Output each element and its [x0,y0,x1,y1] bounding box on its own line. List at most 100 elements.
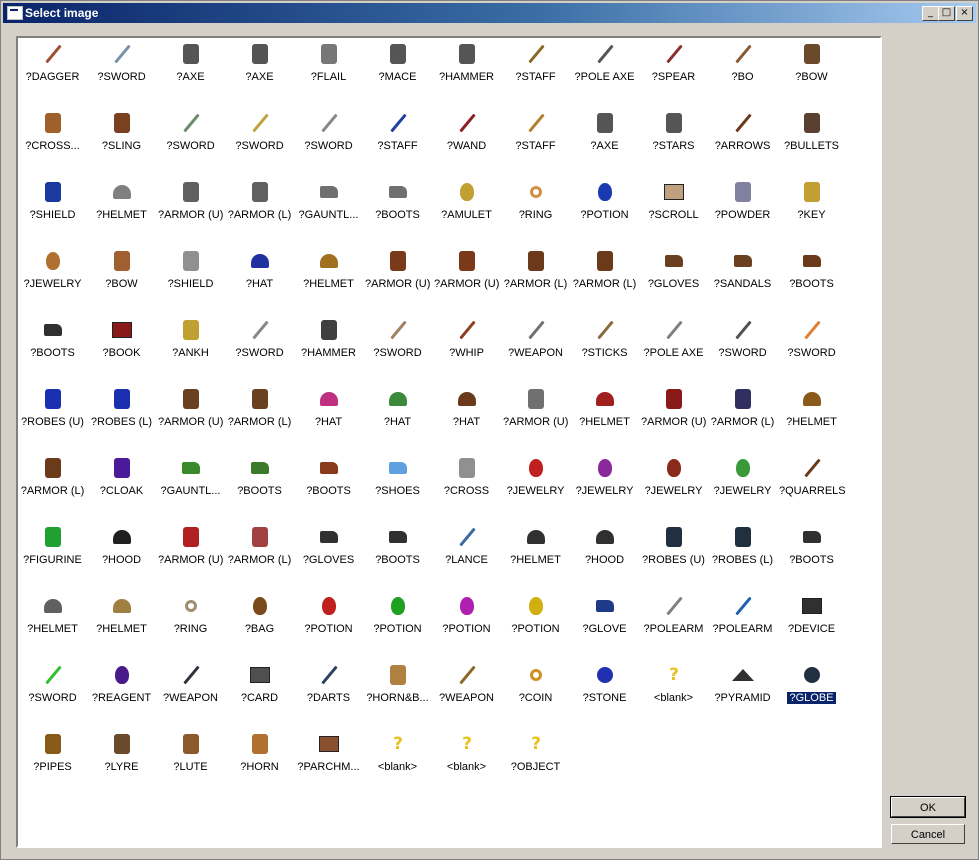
image-item[interactable]: ?BOOTS [363,521,432,590]
image-item[interactable]: ?BOOTS [777,245,846,314]
minimize-button[interactable]: _ [922,6,939,21]
image-item[interactable]: ?ANKH [156,314,225,383]
image-item[interactable]: ?HAT [225,245,294,314]
image-item[interactable]: ?SHOES [363,452,432,521]
image-item[interactable]: ?ARMOR (L) [708,383,777,452]
image-item[interactable]: ?CROSS [432,452,501,521]
image-item[interactable]: ?GLOBE [777,659,846,728]
image-item[interactable]: ?COIN [501,659,570,728]
image-item[interactable]: ?POTION [432,590,501,659]
title-bar[interactable]: Select image _ □ × [3,3,976,23]
image-item[interactable]: ?ARMOR (U) [501,383,570,452]
image-item[interactable]: ?SHIELD [156,245,225,314]
image-item[interactable]: ?CLOAK [87,452,156,521]
maximize-button[interactable]: □ [938,6,955,21]
image-item[interactable]: ?SANDALS [708,245,777,314]
image-item[interactable]: ?BULLETS [777,107,846,176]
image-item[interactable]: ?HAMMER [432,38,501,107]
image-item[interactable]: ?HELMET [18,590,87,659]
image-item[interactable]: ?HAT [363,383,432,452]
image-item[interactable]: ?HORN&B... [363,659,432,728]
image-item[interactable]: ?AMULET [432,176,501,245]
image-item[interactable]: ?ARMOR (U) [432,245,501,314]
image-item[interactable]: ?HELMET [777,383,846,452]
image-item[interactable]: ?POTION [294,590,363,659]
image-item[interactable]: ?QUARRELS [777,452,846,521]
image-item[interactable]: ?BOOTS [294,452,363,521]
image-item[interactable]: ?DARTS [294,659,363,728]
image-item[interactable]: ?JEWELRY [570,452,639,521]
image-item[interactable]: ?POTION [501,590,570,659]
image-item[interactable]: ?HOOD [570,521,639,590]
image-item[interactable]: ?ARROWS [708,107,777,176]
image-item[interactable]: ?HELMET [294,245,363,314]
image-item[interactable]: ?WAND [432,107,501,176]
image-item[interactable]: ?GLOVES [294,521,363,590]
image-item[interactable]: ?LANCE [432,521,501,590]
image-list[interactable]: ?DAGGER ?SWORD ?AXE ?AXE ?FLAIL ?MACE ?HAMMER?… [16,36,882,848]
image-item[interactable]: ?RING [156,590,225,659]
image-item[interactable]: ?HELMET [87,176,156,245]
image-item[interactable]: ?BOW [777,38,846,107]
image-item[interactable]: ?BOOTS [363,176,432,245]
image-item[interactable]: ?ARMOR (L) [570,245,639,314]
image-item[interactable]: ?SLING [87,107,156,176]
image-item[interactable]: ?JEWELRY [708,452,777,521]
image-item[interactable]: ?POLE AXE [639,314,708,383]
image-item[interactable]: ?FIGURINE [18,521,87,590]
image-item[interactable]: ?JEWELRY [501,452,570,521]
image-item[interactable]: ?JEWELRY [639,452,708,521]
image-item[interactable]: ?ARMOR (L) [225,383,294,452]
image-item[interactable]: ?SWORD [777,314,846,383]
image-item[interactable]: ?HOOD [87,521,156,590]
image-item[interactable]: ?GLOVE [570,590,639,659]
image-item[interactable]: ?LUTE [156,728,225,797]
image-item[interactable]: ? ?OBJECT [501,728,570,797]
image-item[interactable]: ?HELMET [87,590,156,659]
image-item[interactable]: ?SWORD [156,107,225,176]
image-item[interactable]: ?ARMOR (U) [156,176,225,245]
image-item[interactable]: ?HORN [225,728,294,797]
image-item[interactable]: ?BOOTS [777,521,846,590]
image-item[interactable]: ?SCROLL [639,176,708,245]
image-item[interactable]: ?ROBES (U) [18,383,87,452]
image-item[interactable]: ?KEY [777,176,846,245]
image-item[interactable]: ?ARMOR (U) [639,383,708,452]
image-item[interactable]: ?HAMMER [294,314,363,383]
image-item[interactable]: ?HAT [294,383,363,452]
image-item[interactable]: ?GAUNTL... [156,452,225,521]
image-item[interactable]: ?ROBES (L) [87,383,156,452]
image-item[interactable]: ?RING [501,176,570,245]
image-item[interactable]: ?BAG [225,590,294,659]
close-button[interactable]: × [956,6,973,21]
image-item[interactable]: ?CARD [225,659,294,728]
image-item[interactable]: ?STARS [639,107,708,176]
image-item[interactable]: ?SWORD [225,314,294,383]
image-item[interactable]: ?HELMET [501,521,570,590]
image-item[interactable]: ?BOOTS [18,314,87,383]
image-item[interactable]: ?BOOK [87,314,156,383]
image-item[interactable]: ?STICKS [570,314,639,383]
image-item[interactable]: ?HAT [432,383,501,452]
image-item[interactable]: ?HELMET [570,383,639,452]
image-item[interactable]: ?ROBES (L) [708,521,777,590]
image-item[interactable]: ?REAGENT [87,659,156,728]
image-item[interactable]: ?GAUNTL... [294,176,363,245]
image-item[interactable]: ?GLOVES [639,245,708,314]
image-item[interactable]: ?STAFF [501,38,570,107]
image-item[interactable]: ?SWORD [87,38,156,107]
image-item[interactable]: ?BOW [87,245,156,314]
image-item[interactable]: ?BOOTS [225,452,294,521]
image-item[interactable]: ?ARMOR (L) [225,521,294,590]
image-item[interactable]: ?WEAPON [432,659,501,728]
image-item[interactable]: ?ARMOR (U) [363,245,432,314]
image-item[interactable]: ?SWORD [708,314,777,383]
image-item[interactable]: ?DAGGER [18,38,87,107]
image-item[interactable]: ?ARMOR (U) [156,521,225,590]
image-item[interactable]: ?SHIELD [18,176,87,245]
image-item[interactable]: ?WHIP [432,314,501,383]
image-item[interactable]: ?STAFF [501,107,570,176]
image-item[interactable]: ?PYRAMID [708,659,777,728]
image-item[interactable]: ?AXE [570,107,639,176]
image-item[interactable]: ?AXE [225,38,294,107]
